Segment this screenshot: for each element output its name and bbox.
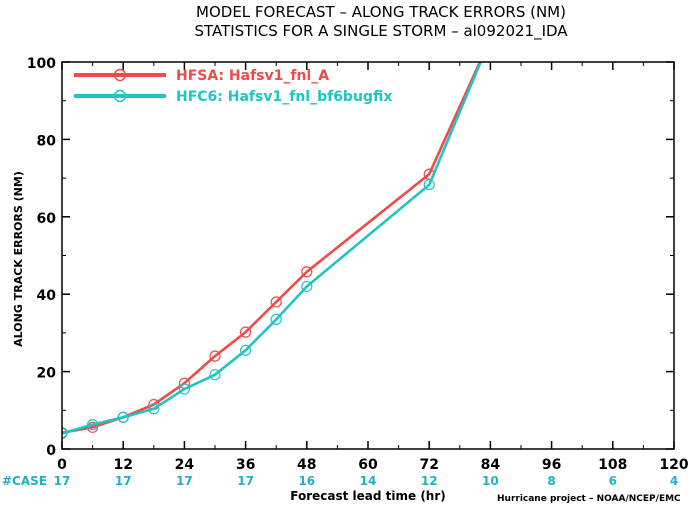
data-point bbox=[423, 179, 435, 191]
case-count: 16 bbox=[298, 474, 315, 488]
x-tick-label: 36 bbox=[236, 457, 255, 473]
chart-title: MODEL FORECAST – ALONG TRACK ERRORS (NM) bbox=[196, 3, 566, 21]
case-count: 10 bbox=[482, 474, 499, 488]
case-count: 12 bbox=[421, 474, 438, 488]
y-tick-label: 40 bbox=[37, 288, 57, 304]
data-point bbox=[240, 326, 252, 338]
chart-subtitle: STATISTICS FOR A SINGLE STORM – al092021… bbox=[194, 22, 568, 41]
x-tick-label: 72 bbox=[419, 457, 438, 473]
case-count: 17 bbox=[54, 474, 71, 488]
data-point bbox=[62, 427, 68, 440]
axis-ticks: 0 12 24 36 48 60 72 84 96 108 120 0 20 40 60 80 100 bbox=[27, 56, 689, 473]
data-point bbox=[148, 403, 160, 415]
case-count: 14 bbox=[360, 474, 377, 488]
data-point bbox=[301, 266, 313, 278]
case-count: 6 bbox=[609, 474, 617, 488]
case-label: #CASE bbox=[2, 474, 47, 488]
y-tick-label: 60 bbox=[37, 211, 57, 227]
case-counts: 17 17 17 17 16 14 12 10 8 6 4 bbox=[54, 474, 679, 488]
case-count: 4 bbox=[670, 474, 678, 488]
data-point bbox=[86, 419, 99, 431]
legend: HFSA: Hafsv1_fnl_A HFC6: Hafsv1_fnl_bf6bu… bbox=[74, 68, 392, 105]
legend-label: HFSA: Hafsv1_fnl_A bbox=[176, 68, 329, 84]
x-tick-label: 60 bbox=[358, 457, 378, 473]
legend-marker bbox=[113, 68, 127, 82]
series-layer bbox=[62, 62, 483, 440]
data-point bbox=[301, 280, 313, 293]
y-tick-label: 100 bbox=[27, 56, 56, 72]
data-point bbox=[209, 369, 221, 381]
data-point bbox=[240, 344, 252, 356]
case-count: 8 bbox=[547, 474, 555, 488]
x-tick-label: 0 bbox=[57, 457, 67, 473]
y-tick-label: 0 bbox=[46, 443, 56, 459]
x-tick-label: 24 bbox=[175, 457, 195, 473]
data-point bbox=[270, 296, 282, 308]
case-count: 17 bbox=[115, 474, 132, 488]
legend-label: HFC6: Hafsv1_fnl_bf6bugfix bbox=[176, 89, 392, 105]
x-tick-label: 84 bbox=[481, 457, 501, 473]
x-axis-label: Forecast lead time (hr) bbox=[290, 489, 446, 503]
x-tick-label: 96 bbox=[542, 457, 561, 473]
data-point bbox=[270, 313, 282, 325]
y-tick-label: 80 bbox=[37, 133, 57, 149]
legend-marker bbox=[113, 89, 127, 103]
data-point bbox=[178, 383, 190, 395]
x-tick-label: 108 bbox=[598, 457, 627, 473]
data-point bbox=[117, 411, 129, 423]
credit-text: Hurricane project – NOAA/NCEP/EMC bbox=[497, 494, 681, 504]
x-tick-label: 120 bbox=[659, 457, 688, 473]
x-tick-label: 12 bbox=[113, 457, 132, 473]
series-line-2 bbox=[62, 62, 483, 435]
x-tick-label: 48 bbox=[297, 457, 316, 473]
case-count: 17 bbox=[237, 474, 254, 488]
y-axis-label: ALONG TRACK ERRORS (NM) bbox=[12, 171, 25, 347]
data-point bbox=[209, 350, 221, 362]
case-count: 17 bbox=[176, 474, 193, 488]
plot-frame bbox=[61, 61, 675, 450]
y-tick-label: 20 bbox=[37, 366, 57, 382]
